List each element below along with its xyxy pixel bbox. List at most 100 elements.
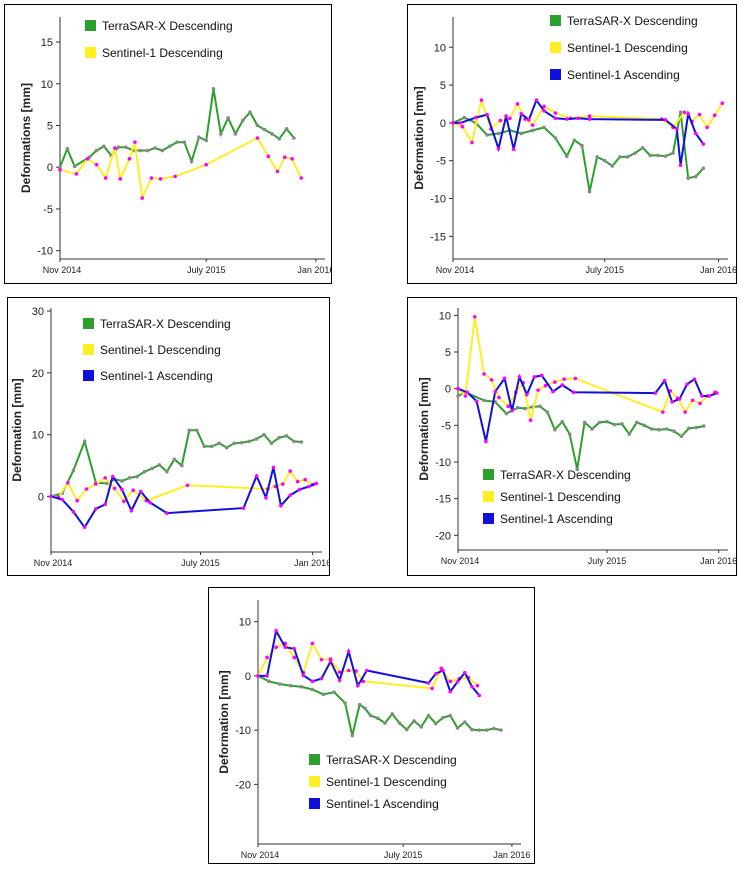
- data-point: [482, 398, 486, 403]
- legend-swatch: [83, 370, 94, 381]
- data-point: [657, 427, 661, 432]
- data-point: [677, 397, 682, 401]
- data-point: [701, 142, 706, 146]
- data-point: [640, 146, 645, 150]
- data-point: [310, 679, 315, 684]
- data-point: [284, 127, 289, 131]
- data-point: [553, 427, 557, 432]
- data-point: [686, 112, 690, 116]
- data-point: [682, 110, 687, 115]
- data-point: [211, 86, 216, 91]
- data-point: [530, 128, 535, 133]
- legend-label: Sentinel-1 Descending: [567, 41, 688, 55]
- data-point: [72, 164, 77, 169]
- y-tick-label: -10: [435, 457, 451, 469]
- data-point: [113, 146, 117, 150]
- legend-swatch: [550, 42, 561, 53]
- y-tick-label: 0: [445, 384, 451, 396]
- data-point: [572, 138, 577, 143]
- data-point: [265, 674, 269, 678]
- data-point: [482, 372, 486, 376]
- y-tick-label: 10: [239, 617, 251, 629]
- data-point: [332, 690, 336, 694]
- data-point: [553, 116, 558, 121]
- data-point: [94, 506, 98, 511]
- data-point: [530, 123, 535, 127]
- data-point: [564, 117, 569, 121]
- chart-panel-1: 15 10 5 0 -5 -10 Nov 2014 July 2015 Jan 2016 Defo…: [4, 4, 332, 284]
- data-point: [504, 114, 508, 118]
- data-point: [448, 689, 453, 694]
- data-point: [133, 140, 137, 144]
- data-point: [534, 98, 539, 102]
- data-point: [448, 713, 453, 718]
- data-point: [648, 153, 653, 158]
- data-point: [477, 728, 482, 732]
- legend-swatch: [309, 754, 320, 765]
- data-point: [433, 721, 438, 726]
- legend-label: Sentinel-1 Descending: [102, 46, 223, 60]
- data-point: [240, 118, 245, 123]
- x-tick-label: Jan 2016: [700, 556, 736, 566]
- data-point: [299, 176, 304, 180]
- data-point: [496, 131, 501, 136]
- data-point: [553, 111, 558, 115]
- data-point: [84, 487, 89, 491]
- data-point: [292, 647, 297, 651]
- legend-swatch: [550, 15, 561, 26]
- data-point: [262, 127, 267, 132]
- chart-2-svg: 10 5 0 -5 -10 -15 Nov 2014 July 2015 Jan 2016 Def…: [412, 14, 736, 275]
- data-point: [470, 684, 474, 689]
- data-point: [138, 148, 143, 153]
- data-point: [65, 147, 70, 151]
- y-tick-label: -10: [430, 194, 446, 206]
- data-point: [587, 114, 592, 118]
- data-point: [633, 151, 637, 155]
- data-point: [491, 726, 496, 731]
- data-point: [194, 428, 199, 433]
- data-point: [597, 420, 602, 425]
- data-point: [519, 112, 524, 116]
- data-point: [148, 500, 152, 505]
- x-tick-label: Nov 2014: [34, 558, 73, 568]
- data-point: [543, 383, 548, 388]
- data-point: [284, 434, 289, 438]
- data-point: [493, 389, 498, 394]
- data-point: [112, 486, 117, 491]
- data-point: [60, 497, 65, 502]
- data-point: [110, 474, 115, 479]
- series-line-s1_desc: [257, 640, 479, 690]
- y-tick-label: 5: [445, 347, 451, 359]
- data-point: [663, 118, 668, 122]
- legend-label: TerraSAR-X Descending: [326, 753, 457, 767]
- data-point: [94, 148, 99, 153]
- series-line-terrasar: [59, 88, 295, 168]
- data-point: [209, 444, 214, 449]
- data-point: [700, 394, 704, 398]
- data-point: [135, 474, 139, 479]
- data-point: [254, 474, 259, 478]
- data-point: [265, 655, 269, 660]
- data-point: [542, 104, 546, 109]
- data-point: [301, 673, 306, 678]
- data-point: [715, 391, 719, 395]
- chart-3-svg: 30 20 10 0 Nov 2014 July 2015 Jan 2016 Deformat…: [10, 306, 329, 568]
- data-point: [678, 163, 683, 168]
- data-point: [172, 457, 177, 462]
- data-point: [426, 713, 431, 718]
- data-point: [277, 137, 282, 141]
- data-point: [567, 432, 572, 436]
- series-line-s1_asc: [50, 467, 317, 530]
- data-point: [185, 483, 190, 488]
- y-tick-label: 30: [32, 306, 44, 318]
- y-tick-label: -20: [435, 530, 451, 542]
- x-tick-label: Jan 2016: [294, 558, 329, 568]
- y-tick-label: 0: [440, 118, 446, 130]
- data-point: [649, 427, 654, 431]
- data-point: [157, 463, 162, 467]
- legend-label: TerraSAR-X Descending: [100, 317, 231, 331]
- data-point: [571, 390, 576, 395]
- data-point: [595, 155, 599, 159]
- data-point: [357, 702, 362, 707]
- data-point: [506, 404, 511, 409]
